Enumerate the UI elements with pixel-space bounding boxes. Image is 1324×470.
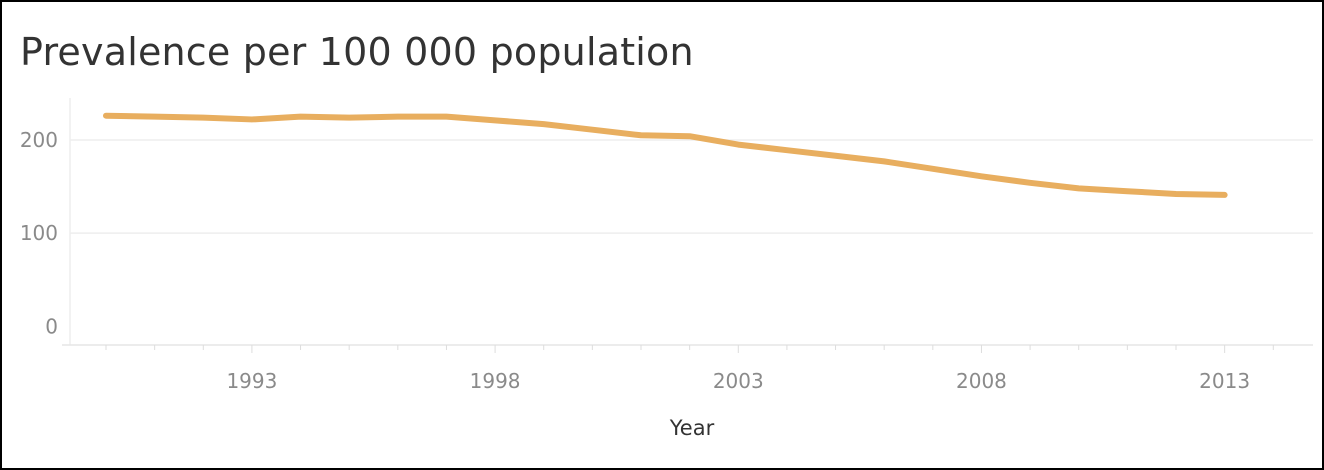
x-tick-label: 2003	[713, 369, 764, 393]
y-tick-label: 200	[20, 128, 58, 152]
gridlines	[70, 139, 1313, 234]
x-tick-label: 2013	[1199, 369, 1250, 393]
y-tick-label: 0	[45, 314, 58, 338]
axes	[62, 98, 1313, 353]
x-tick-label: 1993	[226, 369, 277, 393]
x-axis-title: Year	[669, 416, 715, 440]
series-line	[103, 112, 1228, 198]
x-tick-label: 1998	[470, 369, 521, 393]
y-tick-label: 100	[20, 221, 58, 245]
chart-title: Prevalence per 100 000 population	[20, 30, 694, 74]
tick-labels: 0 100 200 1993 1998 2003 2008 2013	[20, 128, 1250, 393]
series-layer	[103, 112, 1228, 198]
x-tick-label: 2008	[956, 369, 1007, 393]
